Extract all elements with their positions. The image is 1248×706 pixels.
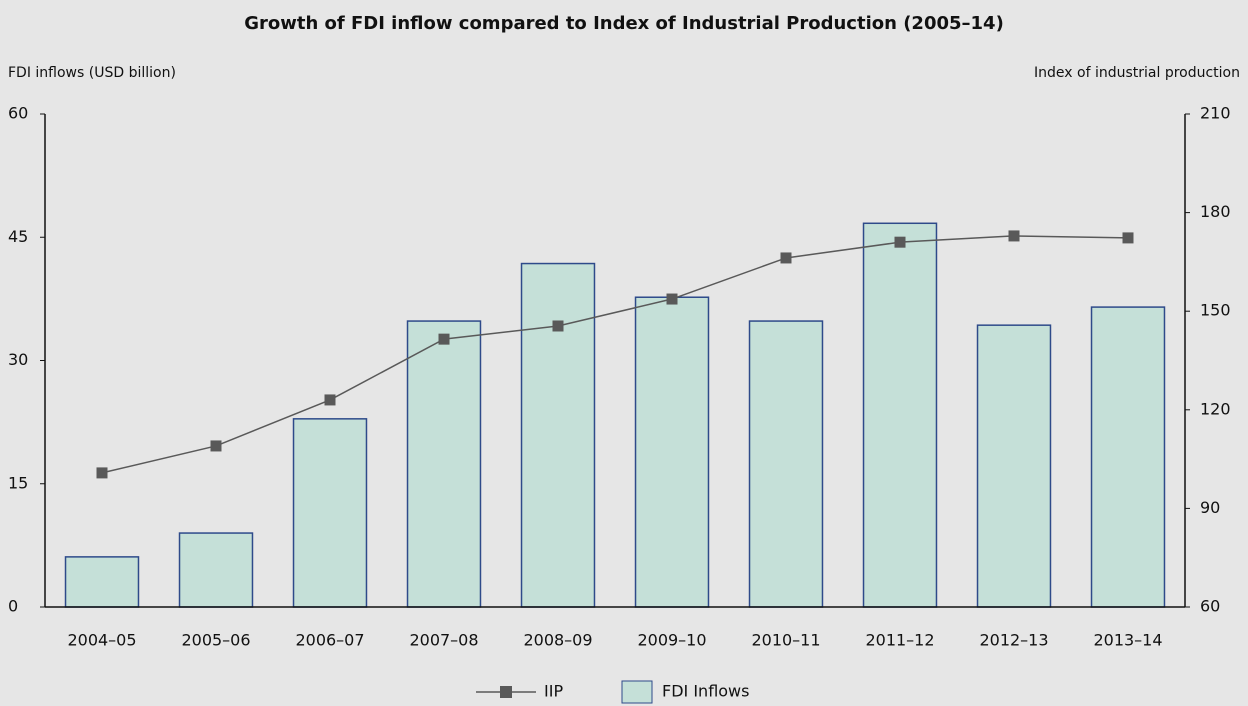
y-tick-label: 45 (8, 227, 28, 246)
bar (862, 222, 938, 608)
x-tick-label: 2006–07 (295, 631, 364, 650)
line (101, 235, 1129, 474)
y-tick-label: 15 (8, 473, 28, 492)
marker (1008, 230, 1020, 242)
bar (292, 418, 368, 608)
marker (780, 252, 792, 264)
y-tick-label: 60 (8, 104, 28, 123)
bar (748, 320, 824, 608)
marker (210, 440, 222, 452)
x-tick-label: 2004–05 (67, 631, 136, 650)
bar (1090, 306, 1166, 608)
bar (178, 532, 254, 608)
legend-swatch (621, 680, 653, 704)
x-tick-label: 2008–09 (523, 631, 592, 650)
x-tick-label: 2011–12 (865, 631, 934, 650)
legend-marker (500, 686, 512, 698)
y2-tick-label: 120 (1200, 399, 1231, 418)
chart-title: Growth of FDI inflow compared to Index o… (244, 13, 1004, 34)
x-tick-label: 2013–14 (1093, 631, 1162, 650)
y-tick-label: 30 (8, 350, 28, 369)
x-tick-label: 2012–13 (979, 631, 1048, 650)
y2-tick-label: 210 (1200, 104, 1231, 123)
marker (438, 333, 450, 345)
bar (64, 556, 140, 608)
bar (634, 296, 710, 608)
legend-label: FDI Inflows (662, 682, 749, 701)
y2-tick-label: 180 (1200, 202, 1231, 221)
marker (894, 236, 906, 248)
y2-tick-label: 150 (1200, 301, 1231, 320)
x-tick-label: 2009–10 (637, 631, 706, 650)
marker (552, 320, 564, 332)
marker (324, 394, 336, 406)
bar (976, 324, 1052, 608)
bar (520, 262, 596, 608)
y2-tick-label: 60 (1200, 597, 1220, 616)
y-tick-label: 0 (8, 597, 18, 616)
marker (666, 293, 678, 305)
bar (406, 320, 482, 608)
y2-axis-label: Index of industrial production (1034, 65, 1240, 81)
x-tick-label: 2005–06 (181, 631, 250, 650)
x-tick-label: 2010–11 (751, 631, 820, 650)
marker (1122, 232, 1134, 244)
legend-label: IIP (544, 682, 563, 701)
marker (96, 467, 108, 479)
x-tick-label: 2007–08 (409, 631, 478, 650)
y-axis-label: FDI inflows (USD billion) (8, 65, 176, 81)
y2-tick-label: 90 (1200, 498, 1220, 517)
